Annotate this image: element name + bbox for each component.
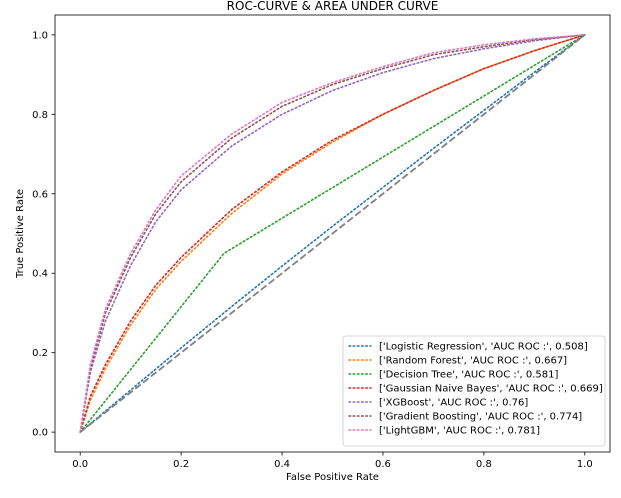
series-line-2 bbox=[79, 34, 586, 433]
legend: ['Logistic Regression', 'AUC ROC :', 0.5… bbox=[342, 335, 606, 447]
chart-title: ROC-CURVE & AREA UNDER CURVE bbox=[227, 0, 439, 13]
series-line-5 bbox=[79, 34, 586, 433]
y-tick-label: 0.0 bbox=[32, 428, 48, 439]
legend-box bbox=[342, 335, 606, 447]
y-tick-label: 0.8 bbox=[32, 110, 48, 121]
y-axis-ticks: 0.0 0.2 0.4 0.6 0.8 1.0 bbox=[32, 30, 55, 439]
series-line-6 bbox=[79, 34, 586, 433]
legend-label: ['LightGBM', 'AUC ROC :', 0.781] bbox=[379, 426, 540, 437]
y-tick-label: 0.4 bbox=[32, 269, 48, 280]
series-line-4 bbox=[79, 34, 586, 433]
legend-label: ['Gaussian Naive Bayes', 'AUC ROC :', 0.… bbox=[379, 384, 603, 395]
y-tick-label: 1.0 bbox=[32, 30, 48, 41]
legend-label: ['Random Forest', 'AUC ROC :', 0.667] bbox=[379, 356, 567, 367]
plot-area-frame bbox=[54, 14, 611, 453]
legend-label: ['Decision Tree', 'AUC ROC :', 0.581] bbox=[379, 370, 558, 381]
legend-label: ['XGBoost', 'AUC ROC :', 0.76] bbox=[379, 398, 528, 409]
legend-label: ['Logistic Regression', 'AUC ROC :', 0.5… bbox=[379, 342, 588, 353]
y-axis-label: True Positive Rate bbox=[15, 189, 26, 279]
x-axis-ticks: 0.0 0.2 0.4 0.6 0.8 1.0 bbox=[72, 452, 593, 470]
x-tick-label: 0.6 bbox=[375, 459, 391, 470]
series-line-3 bbox=[79, 34, 586, 433]
series-line-0 bbox=[79, 34, 586, 433]
x-tick-label: 1.0 bbox=[577, 459, 593, 470]
y-tick-label: 0.2 bbox=[32, 348, 48, 359]
x-tick-label: 0.4 bbox=[274, 459, 290, 470]
y-tick-label: 0.6 bbox=[32, 189, 48, 200]
reference-diagonal-line bbox=[79, 34, 586, 433]
legend-label: ['Gradient Boosting', 'AUC ROC :', 0.774… bbox=[379, 412, 582, 423]
x-tick-label: 0.0 bbox=[72, 459, 88, 470]
series-lines bbox=[79, 34, 586, 433]
series-line-1 bbox=[79, 34, 586, 433]
x-tick-label: 0.2 bbox=[173, 459, 189, 470]
x-axis-label: False Positive Rate bbox=[286, 472, 379, 483]
x-tick-label: 0.8 bbox=[476, 459, 492, 470]
